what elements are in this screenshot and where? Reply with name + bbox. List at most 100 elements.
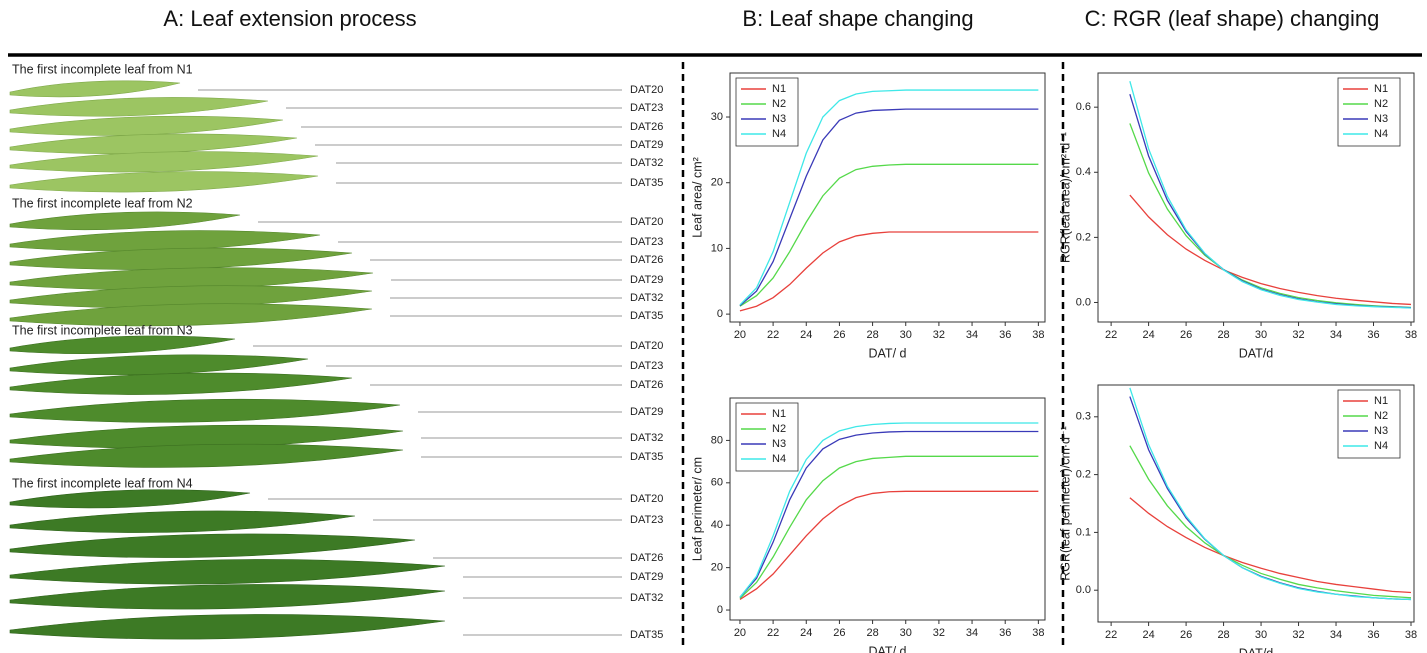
stage-label: DAT23 (630, 102, 663, 114)
plot-frame (1097, 72, 1415, 323)
legend-label: N1 (1374, 395, 1388, 407)
leaf (9, 584, 446, 610)
x-tick-label: 20 (734, 329, 746, 341)
x-axis-title: DAT/ d (869, 346, 907, 360)
x-tick-label: 30 (900, 627, 912, 639)
leaf-group-label: The first incomplete leaf from N2 (12, 196, 193, 210)
y-tick-label: 0.0 (1076, 296, 1091, 308)
stage-label: DAT35 (630, 310, 663, 322)
x-tick-label: 28 (1217, 329, 1229, 341)
stage-label: DAT20 (630, 340, 663, 352)
x-tick-label: 36 (999, 329, 1011, 341)
stage-label: DAT29 (630, 139, 663, 151)
x-tick-label: 26 (1180, 329, 1192, 341)
y-tick-label: 0.3 (1076, 411, 1091, 423)
leaf (9, 171, 319, 193)
stage-label: DAT20 (630, 493, 663, 505)
stage-label: DAT23 (630, 360, 663, 372)
legend-label: N3 (772, 438, 786, 450)
x-tick-label: 38 (1405, 329, 1417, 341)
legend-label: N3 (772, 113, 786, 125)
x-tick-label: 38 (1405, 629, 1417, 641)
stage-label: DAT32 (630, 592, 663, 604)
legend-label: N2 (1374, 98, 1388, 110)
x-tick-label: 20 (734, 627, 746, 639)
stage-label: DAT35 (630, 451, 663, 463)
legend-label: N3 (1374, 113, 1388, 125)
leaf (9, 230, 321, 252)
leaf-group-label: The first incomplete leaf from N4 (12, 476, 193, 490)
legend-label: N1 (772, 408, 786, 420)
y-tick-label: 0.2 (1076, 231, 1091, 243)
x-tick-label: 28 (866, 627, 878, 639)
legend-label: N4 (1374, 128, 1388, 140)
legend-label: N3 (1374, 425, 1388, 437)
leaf (9, 97, 269, 117)
x-tick-label: 30 (1255, 329, 1267, 341)
y-axis-title: RGR(leaf perimeter)/cm·d⁻¹ (1058, 426, 1072, 581)
leaf (9, 247, 353, 270)
x-tick-label: 28 (1217, 629, 1229, 641)
plot-frame (729, 72, 1046, 323)
leaf (9, 80, 181, 98)
stage-label: DAT29 (630, 571, 663, 583)
series-line (739, 89, 1039, 306)
x-tick-label: 34 (966, 627, 978, 639)
x-tick-label: 22 (1105, 629, 1117, 641)
x-tick-label: 24 (800, 329, 812, 341)
legend-label: N1 (1374, 83, 1388, 95)
series-line (1129, 194, 1412, 306)
x-tick-label: 22 (767, 329, 779, 341)
stage-label: DAT26 (630, 254, 663, 266)
x-tick-label: 32 (933, 627, 945, 639)
leaf (9, 398, 401, 423)
legend-box (1337, 389, 1401, 459)
legend-box (1337, 77, 1401, 147)
plot-frame (1097, 384, 1415, 623)
plot-frame (729, 397, 1046, 621)
leaf (9, 151, 319, 173)
y-tick-label: 0 (717, 308, 723, 320)
series-line (739, 455, 1039, 599)
x-tick-label: 24 (1142, 329, 1154, 341)
y-tick-label: 0.2 (1076, 469, 1091, 481)
x-tick-label: 26 (1180, 629, 1192, 641)
x-tick-label: 34 (966, 329, 978, 341)
leaf (9, 372, 353, 395)
panel-title: B: Leaf shape changing (742, 6, 973, 31)
x-tick-label: 34 (1330, 629, 1342, 641)
panel-title: A: Leaf extension process (163, 6, 416, 31)
stage-label: DAT23 (630, 236, 663, 248)
x-tick-label: 32 (1292, 629, 1304, 641)
x-tick-label: 26 (833, 627, 845, 639)
y-tick-label: 10 (711, 242, 723, 254)
y-tick-label: 30 (711, 111, 723, 123)
legend-box (735, 77, 799, 147)
x-tick-label: 36 (999, 627, 1011, 639)
y-axis-title: RGR(leaf area)/cm²·d⁻¹ (1058, 132, 1072, 263)
leaf (9, 115, 284, 136)
series-line (1129, 497, 1412, 594)
series-line (1129, 80, 1412, 309)
stage-label: DAT35 (630, 629, 663, 641)
legend-label: N2 (772, 423, 786, 435)
series-line (1129, 387, 1412, 601)
y-tick-label: 0.6 (1076, 101, 1091, 113)
x-tick-label: 24 (800, 627, 812, 639)
legend-label: N4 (1374, 440, 1388, 452)
x-tick-label: 28 (866, 329, 878, 341)
stage-label: DAT29 (630, 274, 663, 286)
stage-label: DAT29 (630, 406, 663, 418)
legend-box (735, 402, 799, 472)
x-axis-title: DAT/d (1239, 646, 1274, 653)
x-tick-label: 26 (833, 329, 845, 341)
leaf (9, 335, 236, 355)
stage-label: DAT35 (630, 177, 663, 189)
x-tick-label: 22 (1105, 329, 1117, 341)
y-axis-title: Leaf area/ cm² (690, 157, 704, 238)
x-tick-label: 36 (1367, 329, 1379, 341)
series-line (739, 108, 1039, 307)
leaf (9, 510, 356, 533)
legend-label: N1 (772, 83, 786, 95)
